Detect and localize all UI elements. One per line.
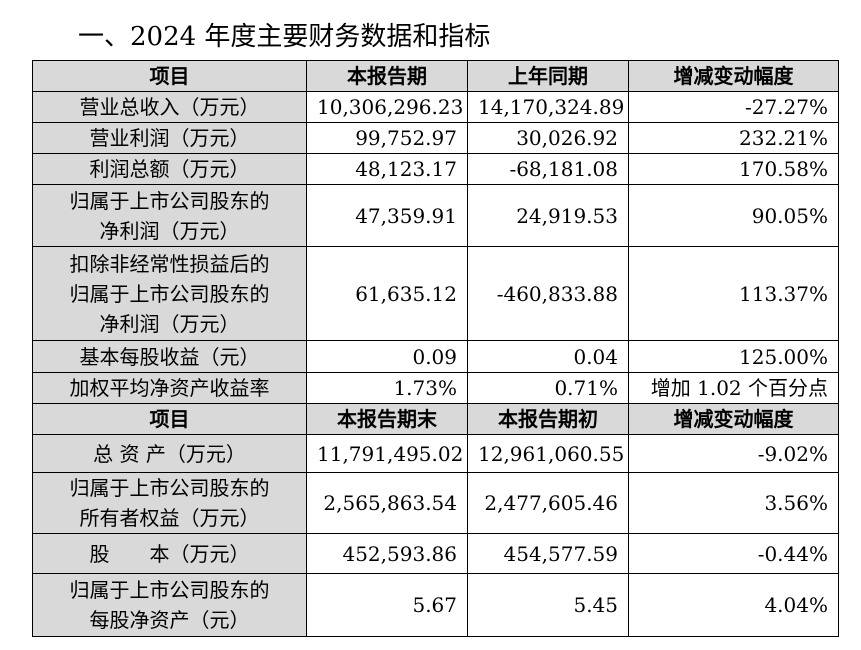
table-row: 总 资 产（万元） 11,791,495.02 12,961,060.55 -9.02… xyxy=(32,434,839,473)
column-header: 增减变动幅度 xyxy=(628,403,839,435)
cell-change: 113.37% xyxy=(628,246,839,341)
table-row: 加权平均净资产收益率 1.73% 0.71% 增加 1.02 个百分点 xyxy=(32,372,839,404)
table-row: 股 本（万元） 452,593.86 454,577.59 -0.44% xyxy=(32,533,839,574)
column-header: 项目 xyxy=(32,403,307,435)
table-row: 归属于上市公司股东的 所有者权益（万元） 2,565,863.54 2,477,605… xyxy=(32,472,839,534)
cell-previous: 14,170,324.89 xyxy=(467,91,629,123)
row-label-line: 营业利润（万元） xyxy=(89,126,250,150)
row-label: 营业利润（万元） xyxy=(32,122,307,154)
row-label: 归属于上市公司股东的 每股净资产（元） xyxy=(32,573,307,637)
cell-current: 99,752.97 xyxy=(306,122,468,154)
cell-change: 90.05% xyxy=(628,184,839,247)
row-label-line: 归属于上市公司股东的 xyxy=(69,188,270,213)
column-header: 项目 xyxy=(32,60,307,92)
cell-change: 增加 1.02 个百分点 xyxy=(628,372,839,404)
cell-current: 48,123.17 xyxy=(306,153,468,185)
table-row: 扣除非经常性损益后的 归属于上市公司股东的 净利润（万元） 61,635.12 -460… xyxy=(32,246,839,341)
table-row: 基本每股收益（元） 0.09 0.04 125.00% xyxy=(32,340,839,373)
row-label: 归属于上市公司股东的 净利润（万元） xyxy=(32,184,307,247)
cell-previous: 30,026.92 xyxy=(467,122,629,154)
row-label-line: 基本每股收益（元） xyxy=(79,344,260,369)
cell-change: 4.04% xyxy=(628,573,839,637)
table-row: 利润总额（万元） 48,123.17 -68,181.08 170.58% xyxy=(32,153,839,185)
section1-header-row: 项目 本报告期 上年同期 增减变动幅度 xyxy=(32,60,839,92)
page-title: 一、2024 年度主要财务数据和指标 xyxy=(78,22,491,52)
cell-current: 452,593.86 xyxy=(306,533,468,574)
column-header: 本报告期 xyxy=(306,60,468,92)
cell-change: -0.44% xyxy=(628,533,839,574)
row-label-line: 归属于上市公司股东的 xyxy=(69,476,270,500)
cell-change: 3.56% xyxy=(628,472,839,534)
cell-previous: -68,181.08 xyxy=(467,153,629,185)
row-label-line: 加权平均净资产收益率 xyxy=(69,376,270,400)
cell-change: 125.00% xyxy=(628,340,839,373)
cell-current: 1.73% xyxy=(306,372,468,404)
cell-previous: 12,961,060.55 xyxy=(467,434,629,473)
table-row: 营业利润（万元） 99,752.97 30,026.92 232.21% xyxy=(32,122,839,154)
row-label-line: 归属于上市公司股东的 xyxy=(69,578,270,602)
cell-current: 47,359.91 xyxy=(306,184,468,247)
table-row: 营业总收入（万元） 10,306,296.23 14,170,324.89 -27.2… xyxy=(32,91,839,123)
cell-previous: 0.04 xyxy=(467,340,629,373)
cell-current: 0.09 xyxy=(306,340,468,373)
row-label: 扣除非经常性损益后的 归属于上市公司股东的 净利润（万元） xyxy=(32,246,307,341)
cell-current: 61,635.12 xyxy=(306,246,468,341)
cell-previous: 2,477,605.46 xyxy=(467,472,629,534)
row-label-line: 利润总额（万元） xyxy=(89,157,250,181)
row-label: 归属于上市公司股东的 所有者权益（万元） xyxy=(32,472,307,534)
row-label-line: 营业总收入（万元） xyxy=(79,95,260,119)
row-label-line: 归属于上市公司股东的 xyxy=(69,281,270,306)
row-label: 利润总额（万元） xyxy=(32,153,307,185)
table-row: 归属于上市公司股东的 净利润（万元） 47,359.91 24,919.53 90.05… xyxy=(32,184,839,247)
cell-change: -9.02% xyxy=(628,434,839,473)
row-label-line: 净利润（万元） xyxy=(99,311,240,336)
row-label: 总 资 产（万元） xyxy=(32,434,307,473)
financial-table: 项目 本报告期 上年同期 增减变动幅度 营业总收入（万元） 10,306,296.23 14… xyxy=(32,60,839,637)
cell-change: -27.27% xyxy=(628,91,839,123)
cell-current: 2,565,863.54 xyxy=(306,472,468,534)
column-header: 本报告期初 xyxy=(467,403,629,435)
table-row: 归属于上市公司股东的 每股净资产（元） 5.67 5.45 4.04% xyxy=(32,573,839,637)
cell-previous: 24,919.53 xyxy=(467,184,629,247)
cell-current: 11,791,495.02 xyxy=(306,434,468,473)
cell-previous: 0.71% xyxy=(467,372,629,404)
cell-change: 232.21% xyxy=(628,122,839,154)
cell-previous: 5.45 xyxy=(467,573,629,637)
cell-change: 170.58% xyxy=(628,153,839,185)
section2-header-row: 项目 本报告期末 本报告期初 增减变动幅度 xyxy=(32,403,839,435)
cell-current: 10,306,296.23 xyxy=(306,91,468,123)
row-label: 加权平均净资产收益率 xyxy=(32,372,307,404)
row-label-line: 股 本（万元） xyxy=(89,541,250,566)
row-label-line: 所有者权益（万元） xyxy=(79,506,260,530)
column-header: 增减变动幅度 xyxy=(628,60,839,92)
row-label-line: 扣除非经常性损益后的 xyxy=(69,251,270,276)
row-label: 营业总收入（万元） xyxy=(32,91,307,123)
row-label-line: 净利润（万元） xyxy=(99,218,240,243)
row-label-line: 每股净资产（元） xyxy=(89,608,250,632)
column-header: 本报告期末 xyxy=(306,403,468,435)
row-label-line: 总 资 产（万元） xyxy=(93,441,246,466)
row-label: 基本每股收益（元） xyxy=(32,340,307,373)
row-label: 股 本（万元） xyxy=(32,533,307,574)
column-header: 上年同期 xyxy=(467,60,629,92)
cell-previous: 454,577.59 xyxy=(467,533,629,574)
cell-previous: -460,833.88 xyxy=(467,246,629,341)
cell-current: 5.67 xyxy=(306,573,468,637)
